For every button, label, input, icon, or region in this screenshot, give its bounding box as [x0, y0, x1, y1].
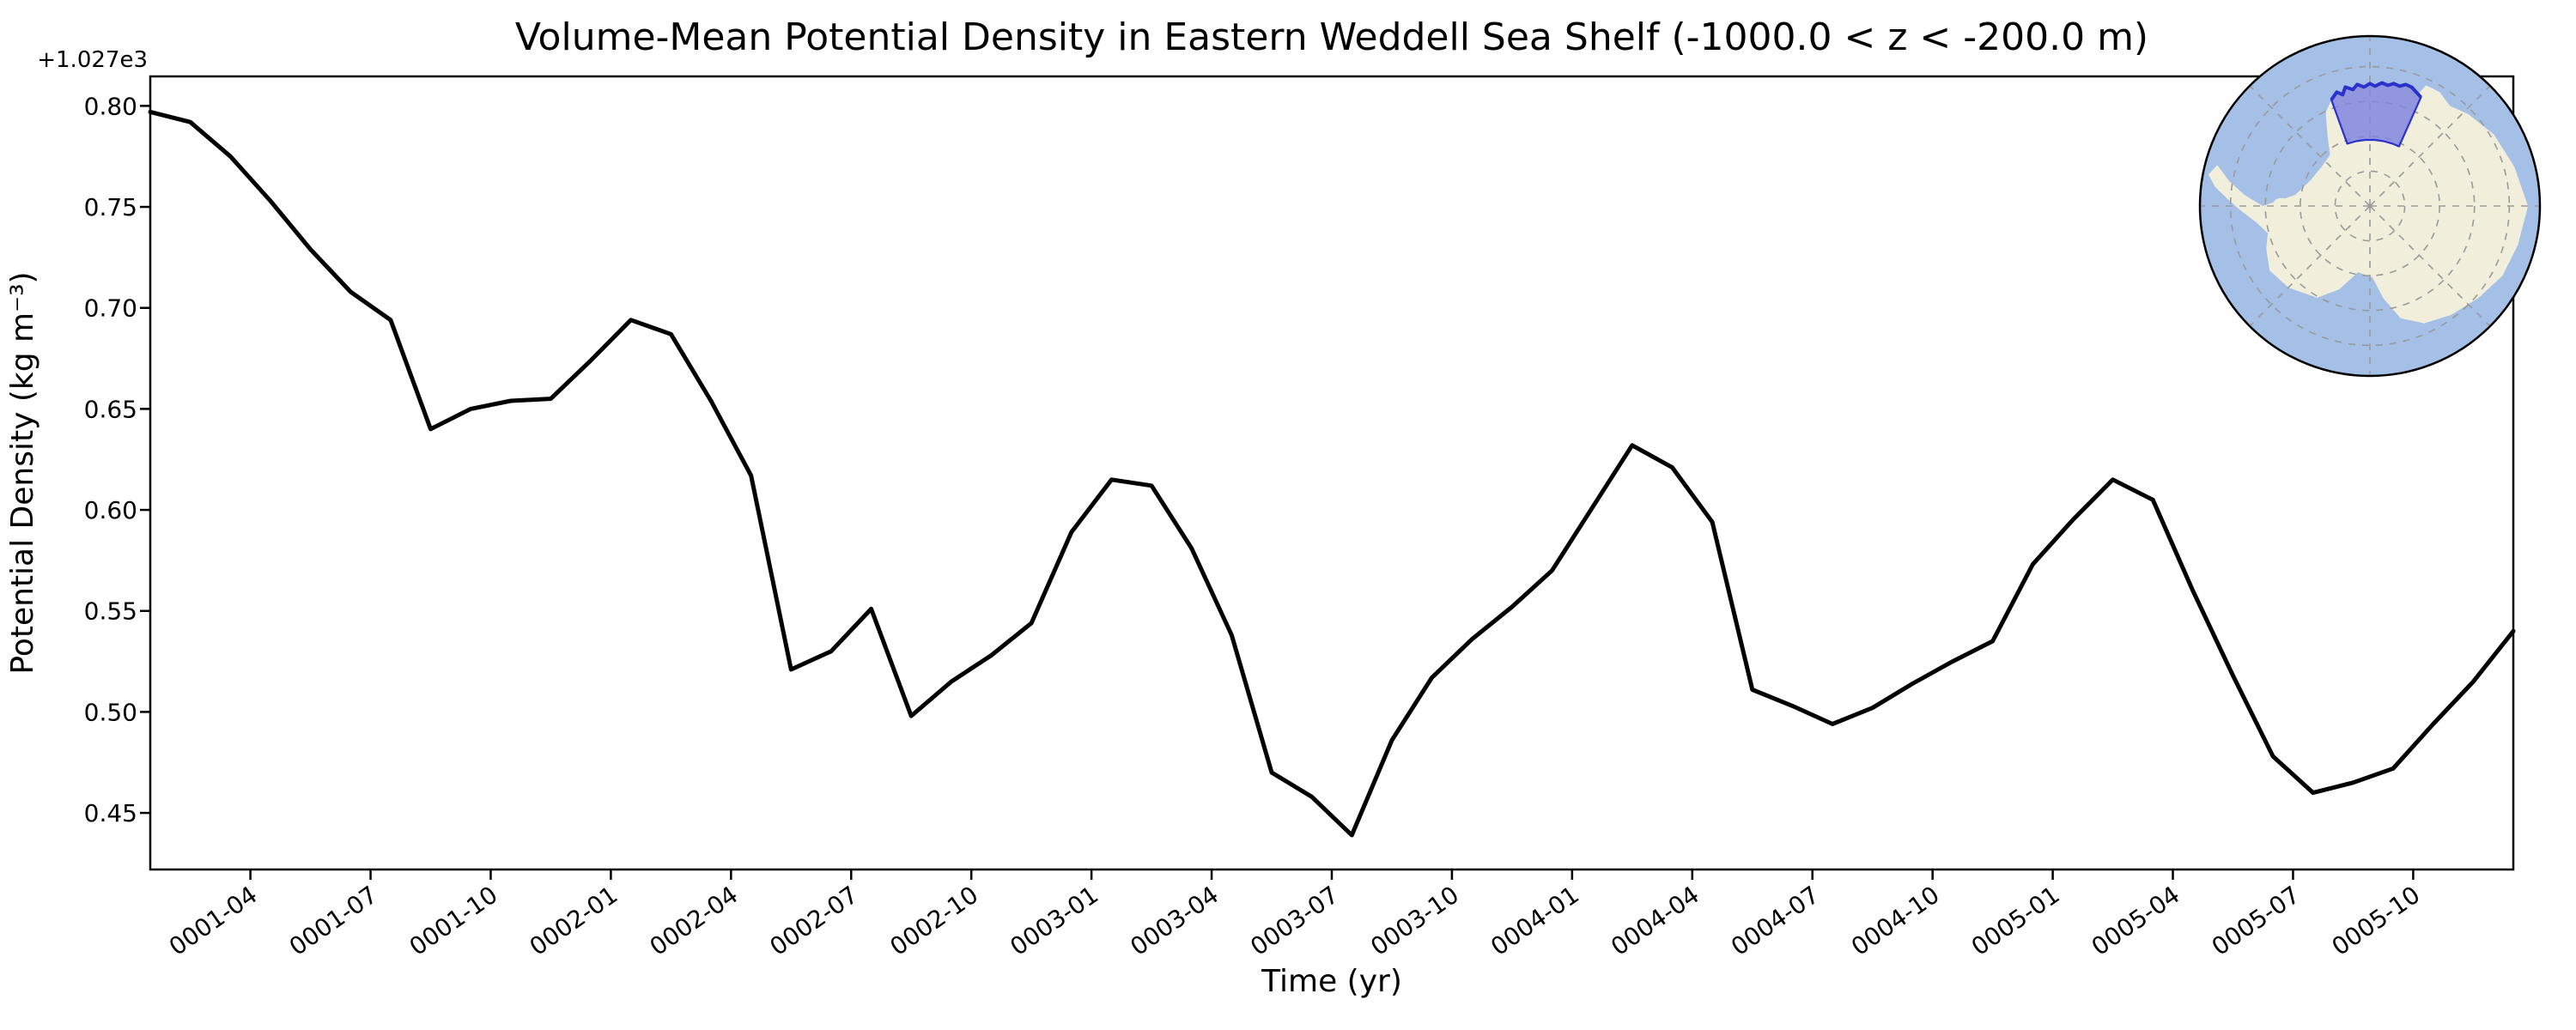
x-tick-label: 0005-07: [2207, 881, 2306, 961]
y-axis-ticks: 0.45 0.50 0.55 0.60 0.65 0.70 0.75 0.80: [84, 92, 150, 827]
y-axis-label: Potential Density (kg m⁻³): [5, 271, 40, 674]
map-region-outer-border: [2330, 81, 2422, 101]
x-tick-label: 0004-07: [1726, 881, 1825, 961]
chart-title: Volume-Mean Potential Density in Eastern…: [515, 15, 2148, 59]
x-tick-label: 0003-04: [1125, 881, 1224, 961]
x-axis-label: Time (yr): [1261, 964, 1402, 999]
map-globe-rim: [2198, 34, 2542, 378]
x-tick-label: 0005-01: [1966, 881, 2065, 961]
x-tick-label: 0001-07: [284, 881, 383, 961]
y-tick-label: 0.75: [84, 193, 137, 221]
y-tick-label: 0.50: [84, 698, 137, 726]
plot-area: [149, 75, 2515, 871]
y-tick-label: 0.45: [84, 799, 137, 827]
x-tick-label: 0002-10: [884, 881, 983, 961]
y-tick-label: 0.80: [84, 92, 137, 120]
map-island: [2270, 220, 2280, 226]
x-tick-label: 0001-10: [404, 881, 503, 961]
x-tick-label: 0004-10: [1846, 881, 1945, 961]
x-tick-label: 0005-04: [2087, 881, 2185, 961]
y-tick-label: 0.55: [84, 597, 137, 626]
x-tick-label: 0003-10: [1365, 881, 1464, 961]
data-series: [148, 109, 2516, 838]
map-island: [2289, 213, 2300, 220]
x-tick-label: 0004-01: [1485, 881, 1584, 961]
map-island: [2274, 197, 2289, 208]
y-tick-label: 0.60: [84, 496, 137, 524]
x-tick-label: 0003-01: [1005, 881, 1103, 961]
x-tick-label: 0004-04: [1606, 881, 1704, 961]
x-tick-label: 0002-04: [645, 881, 744, 961]
x-axis-ticks: 0001-04 0001-07 0001-10 0002-01 0002-04 0002-…: [164, 869, 2426, 961]
y-tick-label: 0.65: [84, 395, 137, 423]
x-tick-label: 0005-10: [2327, 881, 2426, 961]
x-tick-label: 0002-01: [525, 881, 623, 961]
map-antarctica-land: [2208, 82, 2529, 324]
antarctica-inset-map: [2198, 34, 2542, 378]
x-tick-label: 0003-07: [1245, 881, 1344, 961]
data-line: [148, 109, 2516, 838]
y-tick-label: 0.70: [84, 294, 137, 323]
y-axis-offset-label: +1.027e3: [37, 47, 148, 73]
x-tick-label: 0001-04: [164, 881, 263, 961]
x-tick-label: 0002-07: [765, 881, 864, 961]
